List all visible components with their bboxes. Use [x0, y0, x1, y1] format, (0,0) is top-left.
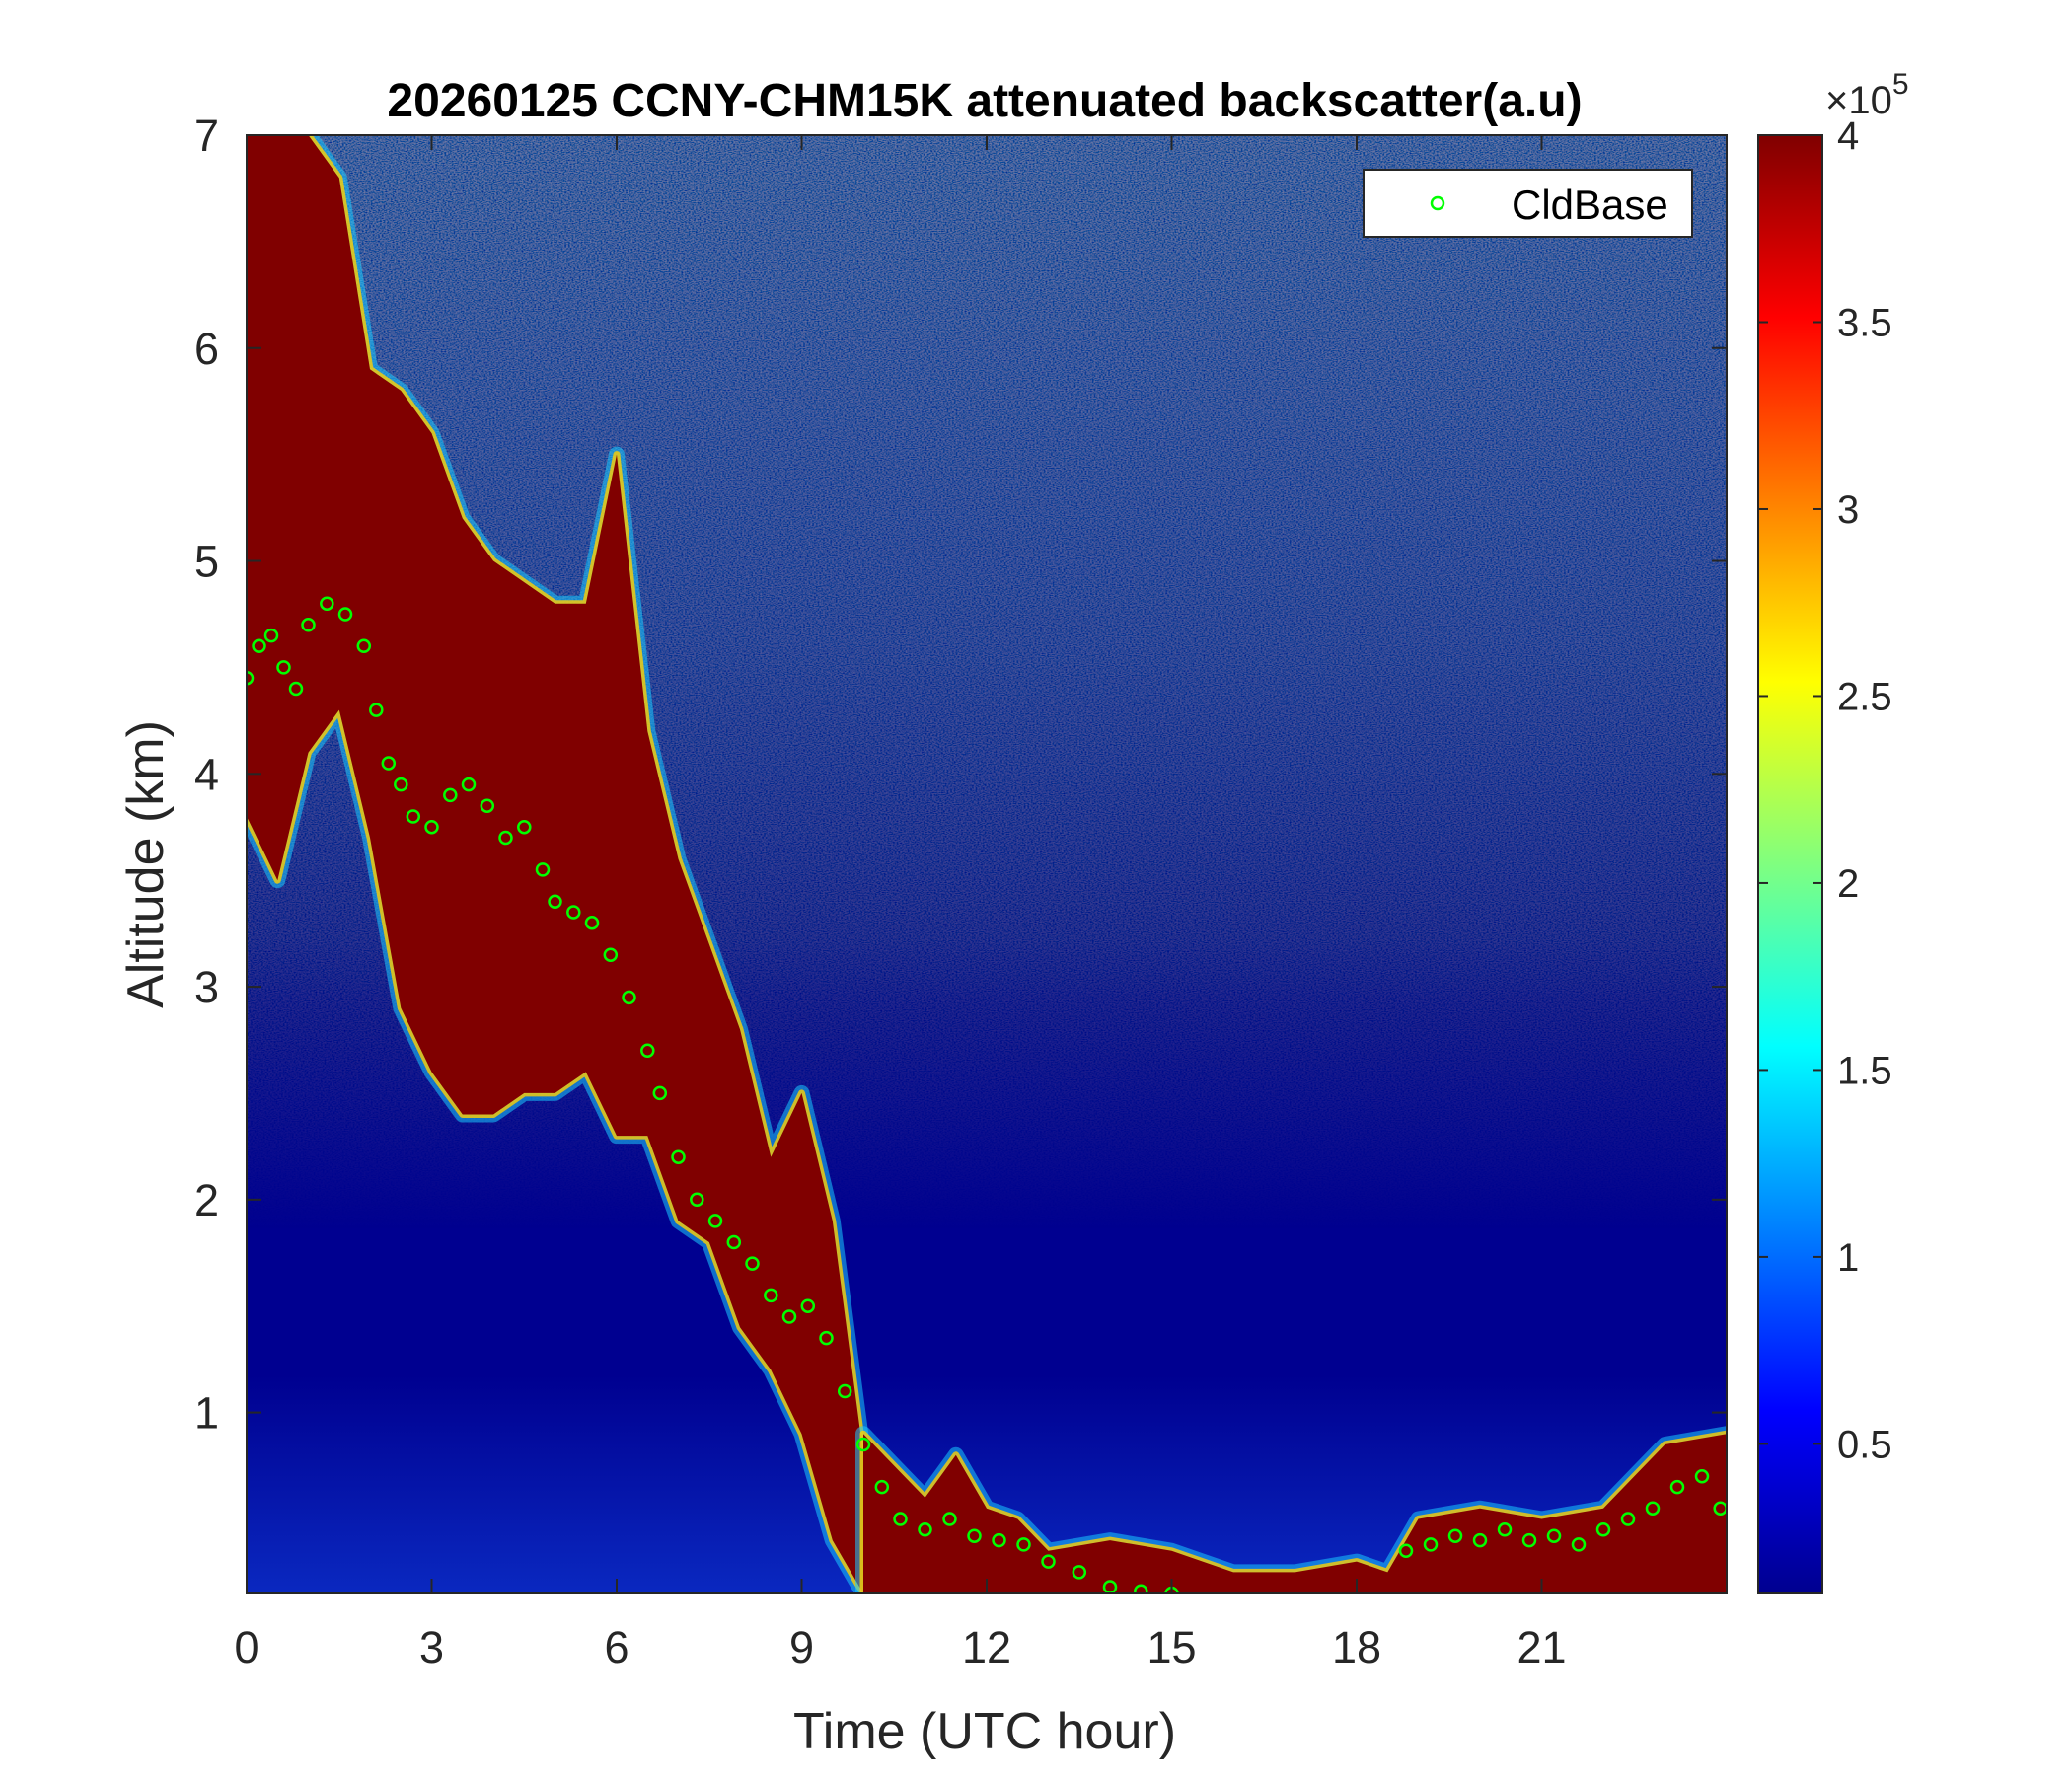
- cldbase-point: [1521, 1532, 1537, 1548]
- colorbar-tick-label: 1.5: [1837, 1049, 1892, 1092]
- cldbase-point: [874, 1479, 890, 1495]
- cldbase-point: [992, 1532, 1006, 1548]
- cldbase-point: [517, 819, 532, 835]
- cldbase-point: [337, 607, 353, 622]
- cldbase-point: [1595, 1522, 1611, 1537]
- cldbase-point: [461, 777, 477, 792]
- x-tick-label: 21: [1517, 1622, 1566, 1672]
- cldbase-point: [855, 1437, 871, 1452]
- cldbase-point: [726, 1234, 742, 1250]
- colorbar-tick-label: 1: [1837, 1236, 1859, 1280]
- cldbase-point: [1497, 1522, 1513, 1537]
- cldbase-point: [288, 681, 304, 697]
- cldbase-point: [424, 819, 439, 835]
- y-tick-label: 6: [194, 324, 219, 374]
- cldbase-point: [640, 1043, 655, 1059]
- feature-region-1: [863, 1434, 1727, 1593]
- cldbase-point: [942, 1512, 957, 1526]
- cldbase-point: [1447, 1528, 1463, 1543]
- cldbase-point: [918, 1522, 932, 1537]
- feature-region-0: [247, 135, 863, 1593]
- legend-label-cldbase: CldBase: [1512, 182, 1668, 228]
- cldbase-point: [1620, 1512, 1636, 1526]
- colorbar-tick-label: 2.5: [1837, 675, 1892, 718]
- chart-title: 20260125 CCNY-CHM15K attenuated backscat…: [387, 75, 1582, 127]
- cldbase-point: [1571, 1537, 1587, 1552]
- cldbase-point: [1694, 1469, 1710, 1484]
- cldbase-point: [893, 1512, 908, 1526]
- cldbase-point: [652, 1085, 668, 1101]
- colorbar-tick-label: 4: [1837, 114, 1859, 158]
- legend-marker-cldbase: [1430, 195, 1445, 211]
- cldbase-point: [498, 830, 513, 846]
- y-tick-label: 2: [194, 1175, 219, 1225]
- cldbase-point: [320, 596, 334, 611]
- colorbar-tick-label: 0.5: [1837, 1423, 1892, 1466]
- x-tick-label: 18: [1332, 1622, 1381, 1672]
- cldbase-point: [443, 787, 458, 803]
- cldbase-point: [745, 1256, 760, 1271]
- cldbase-point: [584, 916, 600, 930]
- x-tick-label: 0: [234, 1622, 259, 1672]
- colorbar-tick-label: 3.5: [1837, 301, 1892, 344]
- cldbase-point: [252, 638, 266, 654]
- x-tick-label: 3: [419, 1622, 444, 1672]
- cldbase-point: [535, 862, 551, 877]
- legend: CldBase: [1363, 169, 1693, 238]
- x-tick-label: 15: [1147, 1622, 1196, 1672]
- y-tick-label: 7: [194, 111, 219, 161]
- cldbase-point: [548, 894, 562, 910]
- legend-box: [1363, 169, 1693, 238]
- cldbase-point: [406, 809, 421, 824]
- cldbase-point: [263, 628, 279, 643]
- cldbase-point: [480, 798, 495, 813]
- y-tick-label: 4: [194, 749, 219, 799]
- y-tick-label: 1: [194, 1388, 219, 1439]
- y-axis-label: Altitude (km): [117, 720, 175, 1008]
- cldbase-point: [671, 1149, 686, 1164]
- colorbar-tick-label: 2: [1837, 862, 1859, 906]
- cldbase-point: [1423, 1537, 1439, 1552]
- cldbase-point: [1041, 1554, 1056, 1569]
- x-tick-label: 9: [789, 1622, 814, 1672]
- cldbase-point: [356, 638, 372, 654]
- cldbase-point: [381, 756, 397, 771]
- cldbase-point: [394, 777, 408, 792]
- cldbase-point: [301, 618, 316, 632]
- x-tick-label: 6: [604, 1622, 629, 1672]
- cldbase-point: [1134, 1584, 1148, 1593]
- colorbar-bar: [1757, 134, 1823, 1594]
- x-axis-label: Time (UTC hour): [793, 1703, 1176, 1760]
- plot-area: [247, 135, 1727, 1593]
- x-tick-label: 12: [962, 1622, 1011, 1672]
- colorbar-tick-label: 3: [1837, 488, 1859, 532]
- cldbase-point: [566, 905, 581, 920]
- cldbase-point: [764, 1288, 778, 1303]
- cldbase-point: [1645, 1501, 1661, 1516]
- cldbase-point: [276, 660, 291, 675]
- cldbase-point: [1546, 1528, 1562, 1543]
- colorbar: 0.5 1 1.5 2 2.5 3 3.5 4 ×105: [1757, 68, 1909, 1594]
- y-tick-label: 3: [194, 962, 219, 1012]
- cldbase-point: [819, 1330, 834, 1346]
- cldbase-point: [622, 990, 636, 1005]
- cldbase-point: [837, 1383, 852, 1399]
- cldbase-point: [1669, 1479, 1685, 1495]
- cldbase-point: [1472, 1532, 1488, 1548]
- cldbase-point: [800, 1298, 816, 1313]
- cldbase-point: [967, 1528, 982, 1543]
- cldbase-point: [369, 703, 384, 717]
- cldbase-point: [781, 1309, 797, 1324]
- cldbase-point: [603, 947, 619, 962]
- y-tick-label: 5: [194, 537, 219, 587]
- cldbase-point: [707, 1214, 723, 1228]
- cldbase-point: [1016, 1537, 1031, 1552]
- cldbase-point: [1398, 1543, 1414, 1559]
- cldbase-point: [247, 670, 255, 686]
- cldbase-point: [1072, 1565, 1087, 1580]
- colorbar-multiplier: ×105: [1825, 68, 1909, 122]
- cldbase-point: [690, 1192, 704, 1208]
